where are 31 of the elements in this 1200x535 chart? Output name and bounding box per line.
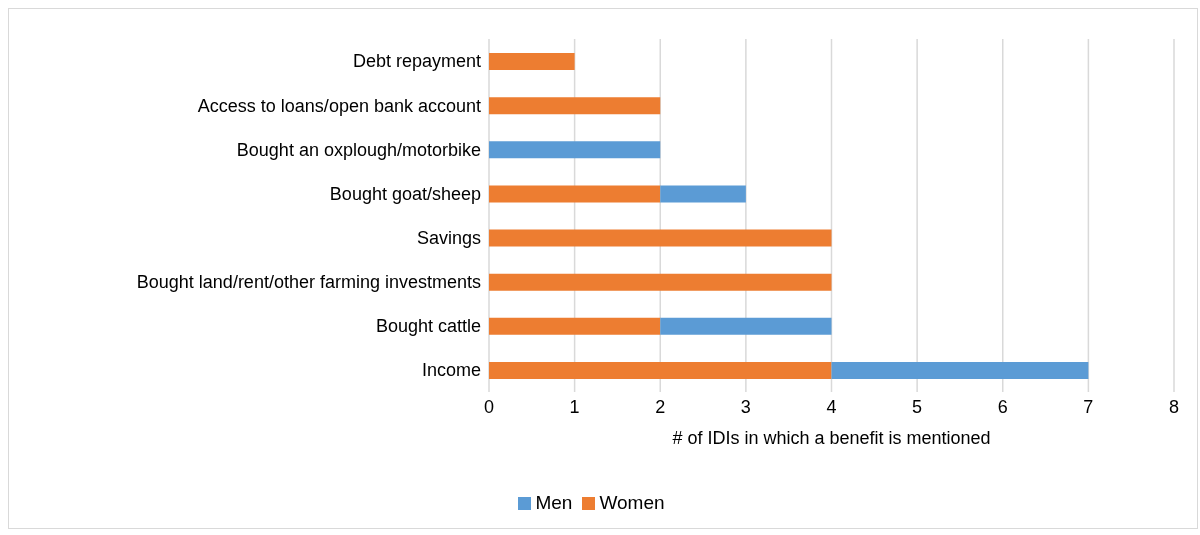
x-tick-label: 7 bbox=[1083, 396, 1094, 417]
bar bbox=[489, 317, 661, 335]
y-tick-label: Bought goat/sheep bbox=[329, 183, 481, 204]
bar bbox=[489, 53, 575, 70]
y-tick-label: Debt repayment bbox=[352, 51, 481, 72]
y-tick-label: Bought land/rent/other farming investments bbox=[136, 272, 481, 293]
x-tick-label: 1 bbox=[569, 396, 580, 417]
x-axis-title: # of IDIs in which a benefit is mentioned bbox=[672, 428, 991, 448]
bar bbox=[660, 185, 746, 203]
y-tick-label: Access to loans/open bank account bbox=[197, 95, 481, 116]
bar bbox=[489, 361, 832, 379]
bar bbox=[489, 97, 661, 115]
x-tick-label: 3 bbox=[740, 396, 751, 417]
y-tick-label: Bought an oxplough/motorbike bbox=[236, 139, 481, 160]
y-tick-label: Savings bbox=[416, 227, 481, 248]
bar bbox=[660, 317, 832, 335]
x-tick-label: 8 bbox=[1168, 396, 1180, 417]
bar bbox=[489, 141, 661, 159]
bar bbox=[489, 229, 832, 247]
y-tick-label: Income bbox=[421, 360, 481, 381]
x-tick-label: 4 bbox=[826, 396, 837, 417]
x-tick-label: 6 bbox=[997, 396, 1008, 417]
x-tick-label: 2 bbox=[655, 396, 666, 417]
bar bbox=[831, 361, 1089, 379]
x-tick-label: 5 bbox=[912, 396, 923, 417]
x-tick-label: 0 bbox=[483, 396, 495, 417]
legend-label: Women bbox=[599, 492, 665, 513]
legend-label: Men bbox=[535, 492, 573, 513]
y-tick-label: Bought cattle bbox=[375, 316, 481, 337]
bar bbox=[489, 185, 661, 203]
bar bbox=[489, 273, 832, 291]
